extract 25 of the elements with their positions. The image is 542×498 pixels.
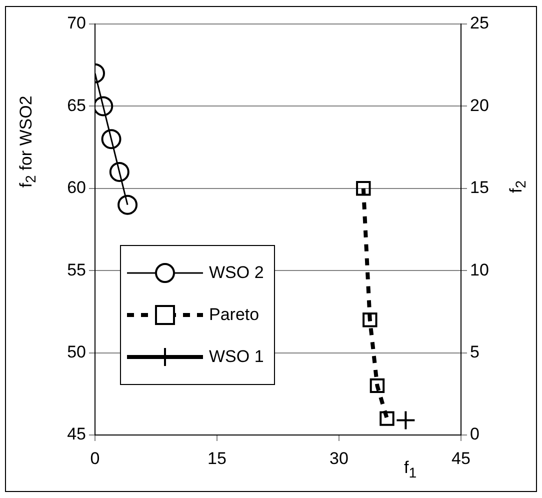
legend-label: WSO 2 xyxy=(209,263,264,283)
legend-label: WSO 1 xyxy=(209,347,264,367)
y-tick-label: 65 xyxy=(67,96,86,115)
y2-tick-label: 0 xyxy=(470,424,480,444)
y-tick-label: 55 xyxy=(67,260,86,280)
point xyxy=(362,312,378,328)
y-tick-label: 70 xyxy=(67,14,86,33)
y-tick-label: 50 xyxy=(67,342,86,362)
point xyxy=(396,410,416,430)
y2-tick-label: 5 xyxy=(470,342,480,362)
y-tick-label: 45 xyxy=(67,424,86,444)
x-tick-label: 15 xyxy=(208,448,226,468)
y2-tick-label: 25 xyxy=(470,14,489,33)
x-axis-title: f$_{1}$ xyxy=(404,458,417,482)
y2-tick-label: 20 xyxy=(470,96,489,115)
point xyxy=(370,378,385,394)
legend-label: Pareto xyxy=(209,305,260,325)
y-tick-label: 60 xyxy=(67,178,86,198)
x-tick-label: 45 xyxy=(452,448,470,468)
x-tick-label: 30 xyxy=(330,448,348,468)
point xyxy=(380,411,394,426)
point xyxy=(356,181,371,196)
y2-tick-label: 15 xyxy=(470,178,489,198)
y2-tick-label: 10 xyxy=(470,260,489,280)
x-tick-label: 0 xyxy=(90,448,100,468)
